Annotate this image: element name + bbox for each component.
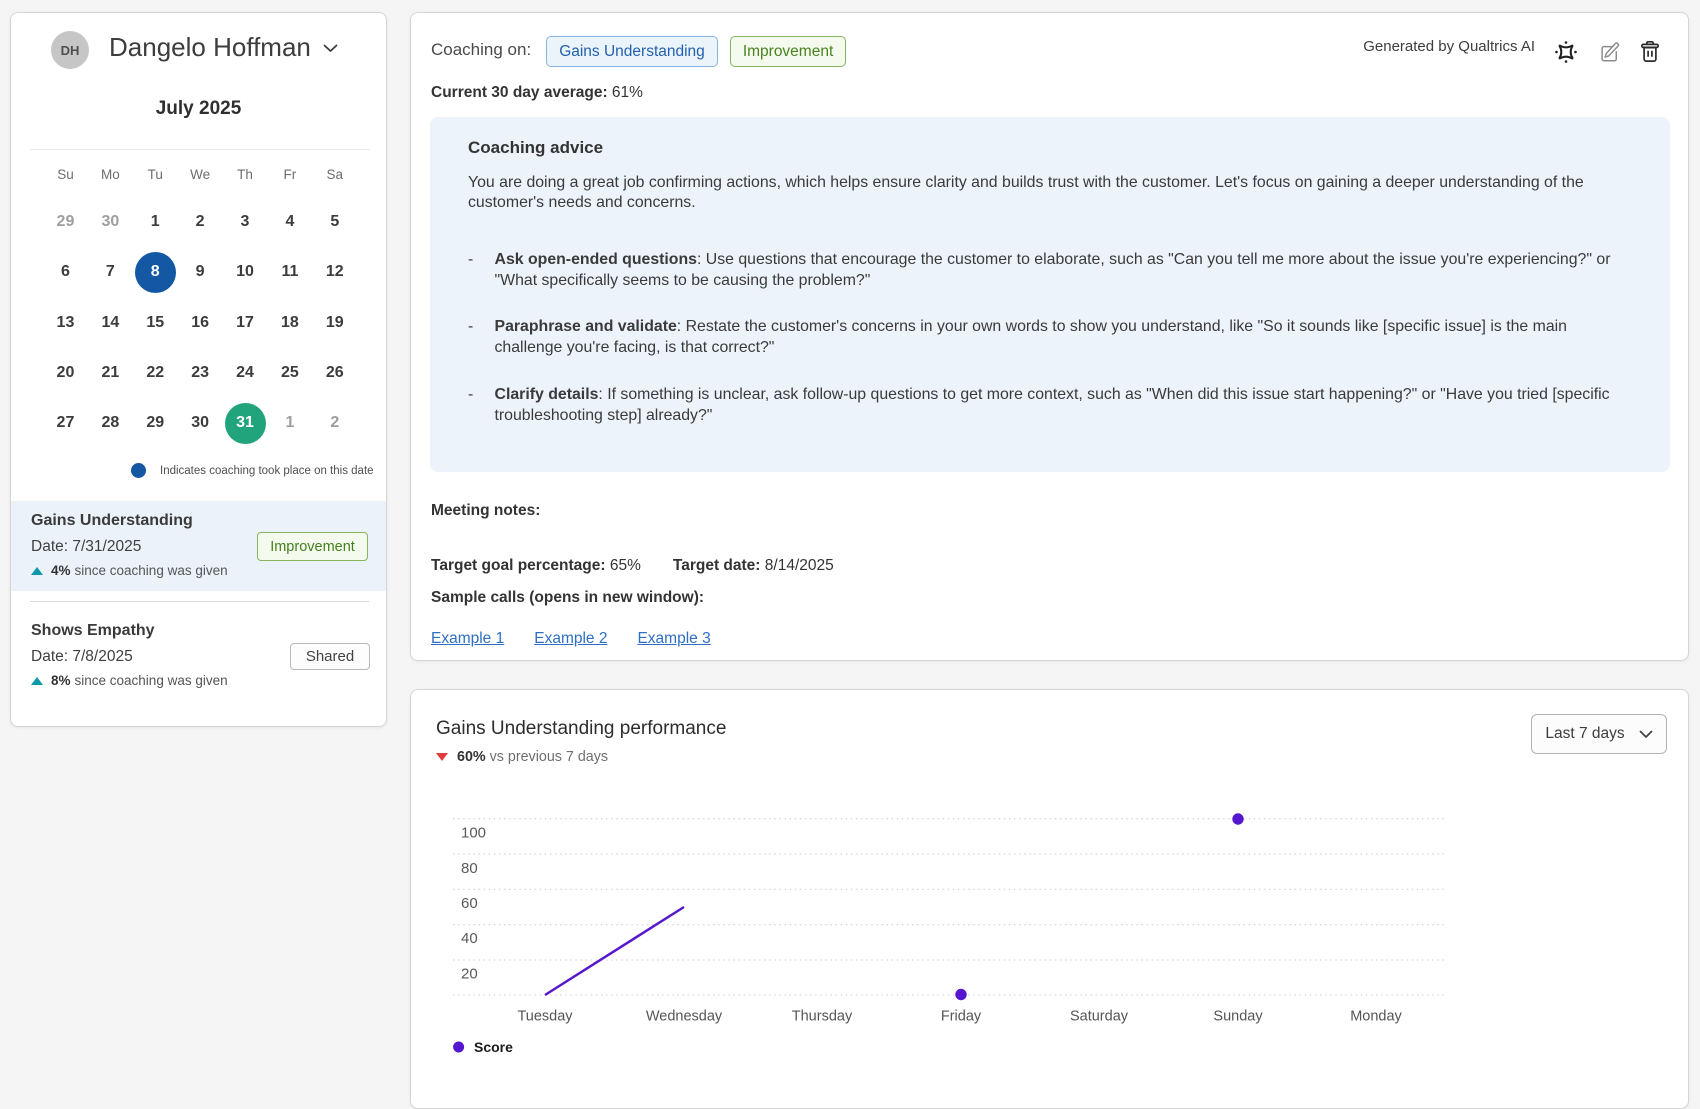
svg-text:60: 60: [461, 895, 478, 912]
svg-text:Monday: Monday: [1350, 1009, 1402, 1025]
svg-text:20: 20: [461, 966, 478, 983]
svg-text:100: 100: [461, 825, 486, 842]
svg-text:Saturday: Saturday: [1070, 1009, 1129, 1025]
svg-text:40: 40: [461, 930, 478, 947]
svg-text:Sunday: Sunday: [1213, 1009, 1263, 1025]
svg-text:Thursday: Thursday: [792, 1009, 853, 1025]
svg-text:Wednesday: Wednesday: [646, 1009, 723, 1025]
svg-text:80: 80: [461, 860, 478, 877]
svg-text:Score: Score: [474, 1039, 513, 1055]
svg-text:Tuesday: Tuesday: [517, 1009, 573, 1025]
svg-text:Friday: Friday: [941, 1009, 982, 1025]
